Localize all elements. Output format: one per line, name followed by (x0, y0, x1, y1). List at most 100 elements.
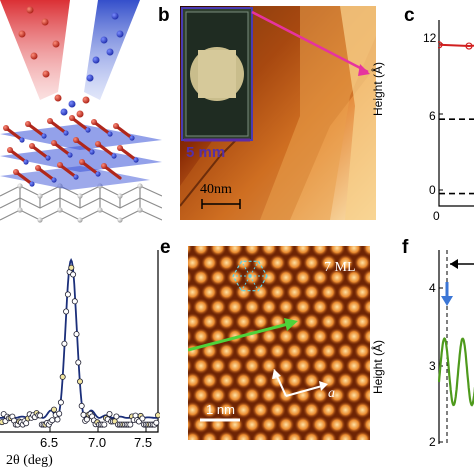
lattice-atom (226, 246, 244, 257)
lattice-atom (192, 246, 210, 257)
hexagon-overlay (232, 260, 268, 292)
lattice-atom (188, 269, 193, 285)
lattice-atom (337, 342, 354, 360)
lattice-atom (345, 357, 363, 375)
panel-c-xtick-0: 0 (433, 209, 440, 223)
lattice-atom (303, 372, 320, 390)
lattice-atom (362, 386, 370, 404)
lattice-atom (269, 342, 286, 360)
panel-c-ytick-6: 6 (429, 109, 436, 123)
lattice-atom (345, 416, 363, 434)
panel-d-point (70, 271, 77, 278)
panel-d-point (127, 421, 134, 428)
lattice-atom (320, 313, 337, 331)
panel-d-point (71, 298, 78, 305)
panel-c-ytick-0: 0 (429, 183, 436, 197)
lattice-atom (277, 416, 295, 434)
stm-terrace-image (180, 6, 376, 220)
lattice-atom (188, 328, 193, 344)
panel-d-point (73, 331, 80, 338)
scale-bar-40nm (201, 199, 241, 209)
lattice-atom (320, 430, 337, 440)
lattice-atom (188, 283, 201, 301)
lattice-atom (286, 342, 303, 360)
lattice-atom (192, 268, 210, 286)
lattice-atom (311, 386, 329, 404)
lattice-atom (218, 254, 235, 272)
lattice-atom (294, 357, 312, 375)
lattice-atom (294, 268, 312, 286)
panel-f-ytick-3: 3 (429, 359, 436, 373)
lattice-atom (252, 283, 269, 301)
lattice-atom (354, 254, 370, 272)
lattice-atom (260, 386, 278, 404)
panel-d-point (78, 402, 85, 409)
lattice-atom (235, 372, 252, 390)
lattice-atom (286, 254, 303, 272)
lattice-atom (294, 246, 312, 257)
lattice-atom (294, 327, 312, 345)
lattice-atom (294, 416, 312, 434)
lattice-atom (243, 298, 261, 316)
zoom-arrow (251, 10, 369, 74)
panel-d-point (113, 413, 120, 420)
lattice-atom (354, 401, 370, 419)
panel-d-xtick-6.5: 6.5 (40, 435, 59, 450)
panel-c-point (438, 41, 443, 49)
lattice-atom (337, 430, 354, 440)
panel-b-stm-image: 5 mm 40nm (180, 6, 376, 220)
lattice-atom (269, 401, 286, 419)
lattice-atom (303, 313, 320, 331)
lattice-atom (226, 268, 244, 286)
schematic-svg (0, 0, 162, 223)
panel-label-e: e (160, 237, 171, 258)
lattice-atom (192, 386, 210, 404)
lattice-atom (243, 246, 261, 257)
panel-f-chart (438, 250, 474, 444)
atomic-lattice (188, 246, 370, 440)
lattice-atom (260, 416, 278, 434)
lattice-atom (218, 313, 235, 331)
lattice-atom (269, 430, 286, 440)
lattice-atom (252, 313, 269, 331)
lattice-atom (303, 342, 320, 360)
panel-d-axes (0, 250, 159, 433)
lattice-atom (235, 283, 252, 301)
panel-d-xtick-7.5: 7.5 (134, 435, 153, 450)
lattice-atom (328, 386, 346, 404)
lattice-atom (362, 327, 370, 345)
lattice-atom (260, 327, 278, 345)
lattice-atom (311, 357, 329, 375)
lattice-atom (209, 246, 227, 257)
lattice-atom (286, 430, 303, 440)
panel-d-xtick-7.0: 7.0 (88, 435, 107, 450)
lattice-atom (294, 298, 312, 316)
lattice-atom (311, 416, 329, 434)
panel-label-b: b (158, 5, 170, 26)
panel-label-c: c (404, 5, 415, 26)
lattice-atom (337, 254, 354, 272)
lattice-atom (320, 342, 337, 360)
lattice-atom (209, 386, 227, 404)
lattice-atom (277, 327, 295, 345)
lattice-atom (362, 269, 370, 286)
profile-line-arrow (188, 322, 289, 352)
lattice-atom (303, 254, 320, 272)
lattice-atom (201, 283, 218, 301)
lattice-atom (320, 401, 337, 419)
lattice-atom (188, 417, 193, 433)
lattice-atom (188, 246, 193, 256)
lattice-atom (286, 372, 303, 390)
panel-a-schematic (0, 0, 162, 238)
lattice-atom (201, 372, 218, 390)
lattice-atom (218, 283, 235, 301)
lattice-vector-b (275, 373, 287, 397)
lattice-atom (252, 401, 269, 419)
lattice-atom (260, 246, 278, 257)
lattice-atom (337, 372, 354, 390)
lattice-atom (337, 401, 354, 419)
panel-d-point (106, 410, 113, 417)
lattice-atom (286, 401, 303, 419)
lattice-atom (209, 298, 227, 316)
lattice-atom (209, 268, 227, 286)
